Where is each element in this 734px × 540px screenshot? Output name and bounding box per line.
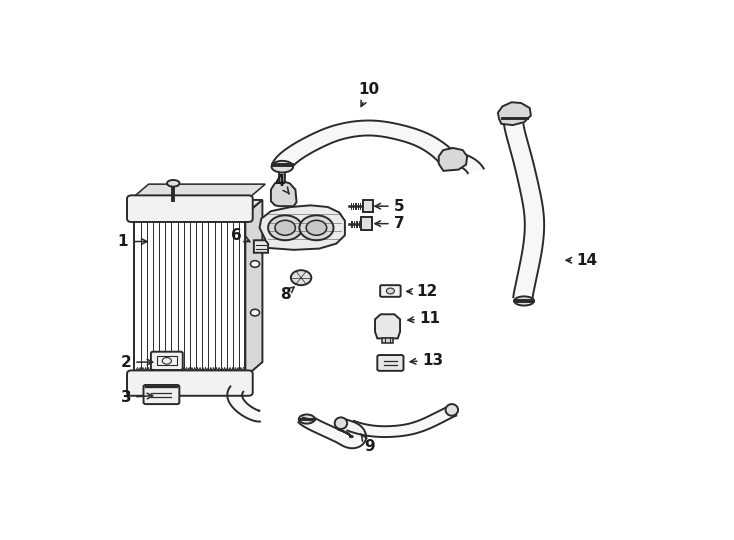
Text: 1: 1 [117,234,147,249]
Text: 2: 2 [120,355,153,369]
Ellipse shape [446,404,458,416]
Circle shape [268,215,302,240]
Polygon shape [361,218,371,230]
Text: 3: 3 [120,390,153,405]
Polygon shape [134,200,263,214]
Circle shape [306,220,327,235]
Text: 4: 4 [275,174,289,194]
Polygon shape [498,102,531,125]
FancyBboxPatch shape [127,370,252,396]
FancyBboxPatch shape [151,352,183,370]
Polygon shape [347,406,457,437]
Polygon shape [134,214,245,377]
Polygon shape [457,154,484,173]
Polygon shape [363,200,374,212]
Ellipse shape [167,180,180,187]
Polygon shape [260,205,345,250]
Text: 5: 5 [375,199,404,214]
Polygon shape [439,148,468,171]
Polygon shape [228,387,260,422]
Polygon shape [382,339,393,343]
Ellipse shape [272,161,293,172]
Polygon shape [504,124,544,298]
Text: 10: 10 [359,82,380,106]
Circle shape [250,261,260,267]
Text: 14: 14 [566,253,597,268]
FancyBboxPatch shape [380,285,401,297]
Circle shape [250,309,260,316]
Circle shape [275,220,295,235]
Polygon shape [271,181,297,206]
Ellipse shape [299,415,315,424]
FancyBboxPatch shape [377,355,404,371]
Polygon shape [131,184,265,199]
Circle shape [299,215,333,240]
Text: 9: 9 [360,434,374,454]
Ellipse shape [335,417,347,429]
Text: 8: 8 [280,287,294,302]
Polygon shape [245,200,263,377]
Text: 12: 12 [407,284,438,299]
Text: 11: 11 [408,311,440,326]
FancyBboxPatch shape [144,385,179,404]
Text: 7: 7 [375,216,404,231]
Circle shape [291,270,311,285]
FancyBboxPatch shape [127,195,252,222]
Polygon shape [299,416,366,448]
Ellipse shape [514,296,534,306]
Text: 6: 6 [231,228,250,243]
Polygon shape [254,240,268,253]
Circle shape [386,288,394,294]
Polygon shape [375,314,400,339]
Text: 13: 13 [410,353,443,368]
Polygon shape [272,120,459,168]
